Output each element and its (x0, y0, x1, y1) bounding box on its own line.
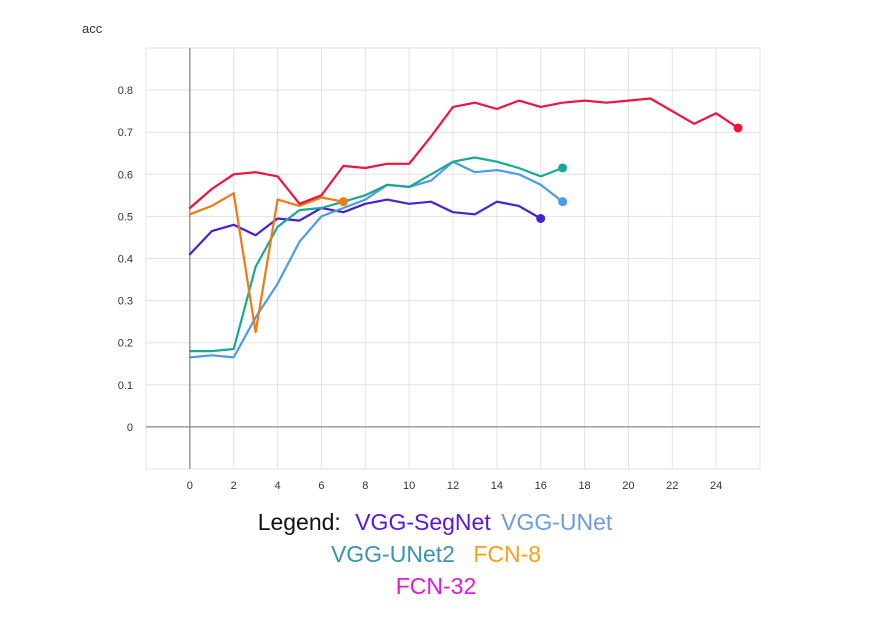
legend-item-fcn-32: FCN-32 (395, 573, 477, 599)
x-tick-label: 4 (275, 480, 281, 492)
series-line-fcn-8 (188, 192, 345, 334)
x-tick-label: 8 (362, 480, 368, 492)
x-tick-label: 24 (710, 480, 722, 492)
legend-row-1: Legend: VGG-SegNet VGG-UNet (0, 506, 872, 538)
legend-row-2: VGG-UNet2 FCN-8 (0, 538, 872, 570)
x-tick-label: 0 (187, 480, 193, 492)
line-chart: acc 0 2 4 6 8 10 12 14 16 18 20 22 2400.10.20.30.40.… (82, 21, 761, 492)
legend: Legend: VGG-SegNet VGG-UNet VGG-UNet2 FC… (0, 506, 872, 602)
y-tick-label: 0.4 (118, 254, 133, 266)
x-tick-label: 12 (447, 480, 459, 492)
series-line-vgg-unet2 (188, 156, 564, 353)
y-tick-label: 0.8 (118, 85, 133, 97)
x-tick-label: 2 (231, 480, 237, 492)
x-tick-label: 6 (318, 480, 324, 492)
series-end-point-fcn-32 (733, 123, 743, 133)
legend-item-vgg-unet2: VGG-UNet2 (330, 541, 455, 567)
legend-item-fcn-8: FCN-8 (473, 541, 542, 567)
y-tick-label: 0.2 (118, 338, 133, 350)
series-end-point-vgg-unet2 (558, 163, 568, 173)
legend-item-vgg-segnet: VGG-SegNet (355, 509, 491, 535)
series-line-vgg-segnet (188, 198, 542, 256)
x-tick-label: 10 (403, 480, 415, 492)
series-line-fcn-32 (188, 97, 740, 210)
series-line-vgg-unet (188, 160, 564, 359)
series-end-point-vgg-segnet (536, 214, 546, 224)
legend-row-3: FCN-32 (0, 570, 872, 602)
y-tick-label: 0.5 (118, 211, 133, 223)
x-tick-label: 16 (535, 480, 547, 492)
series-end-point-vgg-unet (558, 197, 568, 207)
legend-title: Legend: (257, 509, 341, 535)
y-tick-label: 0.6 (118, 169, 133, 181)
y-tick-label: 0.7 (118, 127, 133, 139)
x-tick-label: 14 (491, 480, 503, 492)
x-tick-label: 22 (666, 480, 678, 492)
y-tick-label: 0.3 (118, 296, 133, 308)
x-tick-label: 18 (578, 480, 590, 492)
y-axis-label: acc (82, 21, 103, 36)
x-tick-label: 20 (622, 480, 634, 492)
legend-item-vgg-unet: VGG-UNet (501, 509, 613, 535)
y-tick-label: 0.1 (118, 380, 133, 392)
series-end-point-fcn-8 (338, 197, 348, 207)
y-tick-label: 0 (127, 422, 133, 434)
